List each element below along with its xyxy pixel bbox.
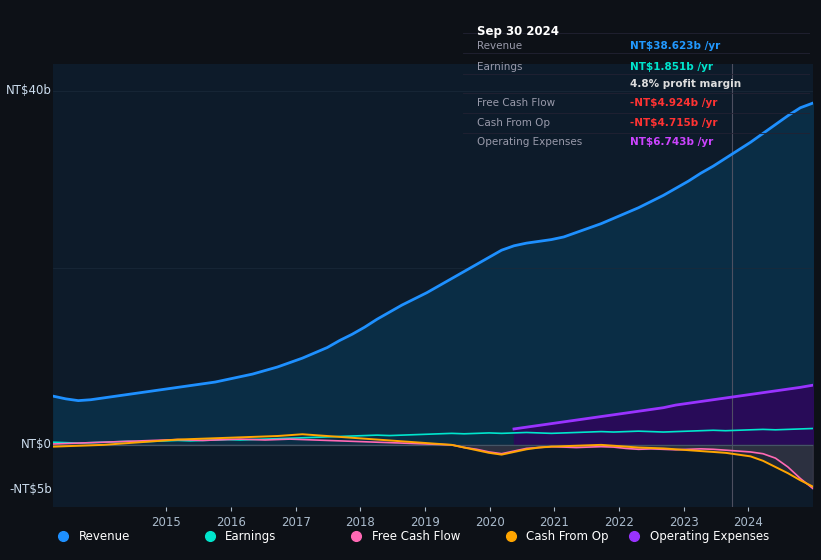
Text: -NT$4.924b /yr: -NT$4.924b /yr — [630, 98, 717, 108]
Text: Revenue: Revenue — [79, 530, 130, 543]
Text: -NT$5b: -NT$5b — [9, 483, 52, 496]
Text: -NT$4.715b /yr: -NT$4.715b /yr — [630, 118, 717, 128]
Text: Operating Expenses: Operating Expenses — [477, 137, 582, 147]
Text: Sep 30 2024: Sep 30 2024 — [477, 25, 559, 38]
Text: Earnings: Earnings — [477, 62, 522, 72]
Text: Operating Expenses: Operating Expenses — [649, 530, 769, 543]
Text: 4.8% profit margin: 4.8% profit margin — [630, 78, 741, 88]
Text: Free Cash Flow: Free Cash Flow — [477, 98, 555, 108]
Text: Earnings: Earnings — [225, 530, 277, 543]
Text: NT$1.851b /yr: NT$1.851b /yr — [630, 62, 713, 72]
Text: NT$40b: NT$40b — [6, 85, 52, 97]
Text: Free Cash Flow: Free Cash Flow — [372, 530, 461, 543]
Text: Revenue: Revenue — [477, 41, 522, 51]
Text: Cash From Op: Cash From Op — [526, 530, 608, 543]
Text: NT$0: NT$0 — [21, 438, 52, 451]
Text: NT$6.743b /yr: NT$6.743b /yr — [630, 137, 713, 147]
Text: NT$38.623b /yr: NT$38.623b /yr — [630, 41, 720, 51]
Text: Cash From Op: Cash From Op — [477, 118, 550, 128]
